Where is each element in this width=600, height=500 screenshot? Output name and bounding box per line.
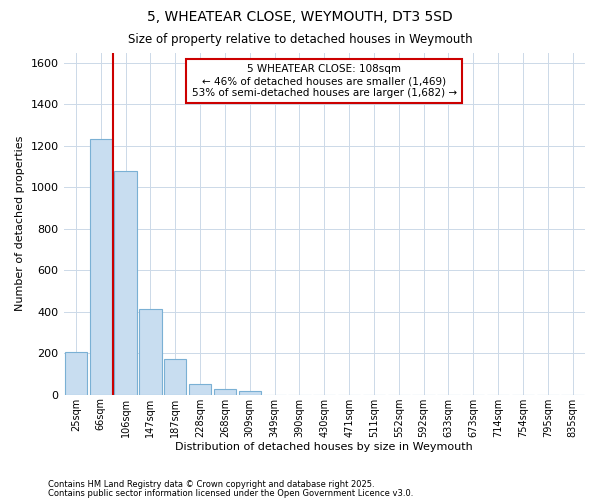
Bar	[139, 308, 161, 394]
Text: 5, WHEATEAR CLOSE, WEYMOUTH, DT3 5SD: 5, WHEATEAR CLOSE, WEYMOUTH, DT3 5SD	[147, 10, 453, 24]
Text: Contains public sector information licensed under the Open Government Licence v3: Contains public sector information licen…	[48, 488, 413, 498]
Bar	[115, 170, 137, 394]
X-axis label: Distribution of detached houses by size in Weymouth: Distribution of detached houses by size …	[175, 442, 473, 452]
Bar	[89, 138, 112, 394]
Text: Size of property relative to detached houses in Weymouth: Size of property relative to detached ho…	[128, 32, 472, 46]
Bar	[214, 390, 236, 394]
Bar	[189, 384, 211, 394]
Bar	[164, 360, 187, 394]
Y-axis label: Number of detached properties: Number of detached properties	[15, 136, 25, 312]
Text: Contains HM Land Registry data © Crown copyright and database right 2025.: Contains HM Land Registry data © Crown c…	[48, 480, 374, 489]
Bar	[65, 352, 87, 395]
Bar	[239, 390, 261, 394]
Text: 5 WHEATEAR CLOSE: 108sqm
← 46% of detached houses are smaller (1,469)
53% of sem: 5 WHEATEAR CLOSE: 108sqm ← 46% of detach…	[192, 64, 457, 98]
